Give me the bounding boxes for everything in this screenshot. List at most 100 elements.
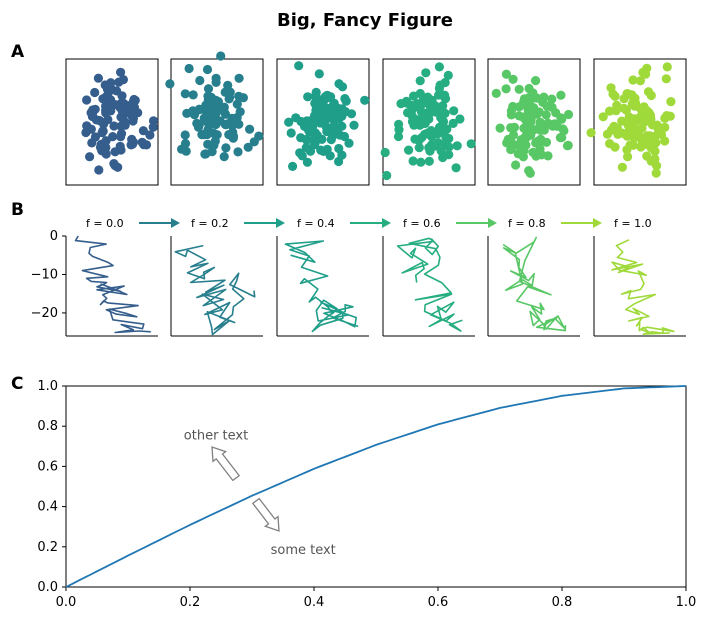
scatter-point [414,143,424,153]
scatter-point [648,142,658,152]
scatter-point [286,128,296,138]
scatter-point [531,76,541,86]
scatter-point [429,141,439,151]
scatter-point [201,129,212,139]
scatter-point [82,95,92,105]
scatter-point [414,102,424,112]
walk-y-tick-label: −10 [31,267,58,282]
scatter-point [341,96,351,106]
scatter-point [534,139,544,149]
scatter-point [438,152,448,163]
curve-y-tick-label: 0.2 [37,540,58,555]
scatter-point [85,152,95,162]
walk-y-tick-label: 0 [50,229,58,244]
scatter-point [613,129,623,139]
scatter-point [329,121,339,131]
scatter-point [623,152,633,162]
scatter-point [225,87,235,97]
panel-label-c: C [11,374,23,394]
walk-line-1 [174,244,256,336]
scatter-point [184,63,194,74]
scatter-point [528,147,538,157]
scatter-point [325,107,335,117]
scatter-point [106,78,116,88]
scatter-point [404,145,414,155]
scatter-point [145,130,155,140]
curve-y-tick-label: 1.0 [37,379,58,394]
walk-subplot-3: f = 0.6 [382,217,497,337]
scatter-point [141,140,152,150]
f-arrow-head-4 [593,218,602,228]
walk-line-5 [611,239,675,335]
scatter-point [301,143,311,153]
f-label-0: f = 0.0 [86,217,124,230]
scatter-point [661,74,671,84]
f-label-3: f = 0.6 [403,217,441,230]
walk-subplot-4: f = 0.8 [487,217,602,337]
scatter-point [556,90,566,100]
scatter-point [660,136,670,146]
scatter-point [646,156,656,166]
scatter-point [559,126,569,136]
scatter-point [415,120,425,130]
scatter-point [195,75,205,86]
scatter-point [635,76,646,86]
scatter-point [529,103,539,113]
scatter-point [109,121,119,131]
scatter-point [427,132,437,142]
walk-line-0 [74,235,151,334]
scatter-point [291,113,301,123]
scatter-point [434,62,444,72]
scatter-point [416,157,426,167]
scatter-point [443,70,453,80]
scatter-subplot-3 [380,58,476,186]
scatter-point [415,76,425,86]
scatter-point [117,91,127,101]
scatter-point [402,98,412,108]
scatter-point [535,117,545,127]
scatter-point [128,137,139,147]
scatter-point [550,119,560,129]
walk-y-axis: 0 −10 −20 [31,229,67,336]
scatter-point [120,117,130,127]
scatter-point [636,142,646,152]
scatter-point [440,90,450,100]
scatter-point [501,84,511,94]
scatter-point [617,162,628,172]
panel-b-random-walks: 0 −10 −20 f = 0.0 f = 0.2 f = 0.4 f = 0.6 f = 0… [31,217,686,337]
curve-x-tick-label: 0.2 [180,595,201,610]
walk-subplot-5: f = 1.0 [593,217,686,337]
curve-x-tick-label: 0.6 [428,595,449,610]
scatter-point [148,116,159,126]
scatter-point [211,119,221,130]
panel-a-scatter-grid [65,51,687,186]
scatter-point [203,84,214,94]
scatter-point [194,105,204,115]
scatter-point [555,133,566,143]
scatter-point [665,111,675,121]
scatter-point [201,149,211,159]
scatter-point [216,51,226,61]
scatter-point [180,138,191,149]
scatter-point [295,148,305,158]
scatter-point [628,75,638,85]
scatter-point [86,108,96,118]
scatter-point [586,128,596,138]
scatter-point [621,105,632,115]
scatter-point [393,131,404,142]
curve-y-tick-label: 0.6 [37,459,58,474]
scatter-point [219,152,229,162]
scatter-point [541,137,552,147]
scatter-point [451,163,461,173]
scatter-point [617,116,627,126]
scatter-point [503,134,513,144]
f-arrow-head-1 [276,218,285,228]
scatter-point [238,93,248,103]
scatter-point [424,156,434,166]
scatter-point [526,114,536,124]
scatter-point [380,147,390,158]
scatter-subplot-0 [65,58,159,186]
scatter-point [212,130,222,140]
scatter-point [521,140,531,150]
scatter-point [609,121,619,131]
